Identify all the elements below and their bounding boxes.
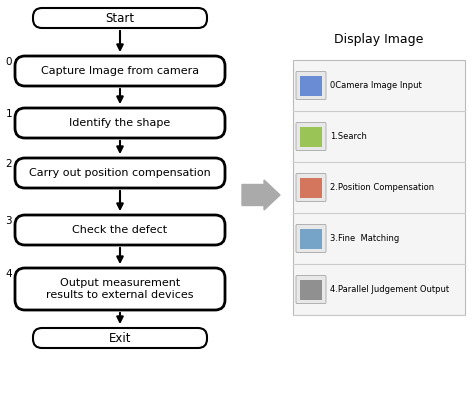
FancyBboxPatch shape [296, 71, 326, 100]
Text: Capture Image from camera: Capture Image from camera [41, 66, 199, 76]
FancyBboxPatch shape [296, 275, 326, 304]
FancyBboxPatch shape [15, 215, 225, 245]
Text: 0: 0 [6, 57, 12, 67]
Text: Exit: Exit [109, 332, 131, 344]
Bar [300, 228, 322, 249]
Text: 4: 4 [5, 269, 12, 279]
Text: Identify the shape: Identify the shape [69, 118, 171, 128]
Bar [300, 126, 322, 147]
Text: 2: 2 [5, 159, 12, 169]
Bar [300, 178, 322, 197]
FancyBboxPatch shape [15, 56, 225, 86]
Text: Carry out position compensation: Carry out position compensation [29, 168, 211, 178]
Text: 4.Parallel Judgement Output: 4.Parallel Judgement Output [330, 285, 449, 294]
Text: 1: 1 [5, 109, 12, 119]
FancyBboxPatch shape [15, 108, 225, 138]
Text: 2.Position Compensation: 2.Position Compensation [330, 183, 434, 192]
Bar [300, 76, 322, 95]
FancyBboxPatch shape [296, 173, 326, 202]
Text: 1.Search: 1.Search [330, 132, 367, 141]
Text: Start: Start [105, 12, 135, 24]
Text: 3: 3 [5, 216, 12, 226]
Bar [300, 280, 322, 299]
Polygon shape [242, 180, 280, 210]
FancyBboxPatch shape [296, 123, 326, 150]
FancyBboxPatch shape [33, 328, 207, 348]
Text: Display Image: Display Image [334, 33, 424, 46]
FancyBboxPatch shape [296, 225, 326, 252]
Text: Check the defect: Check the defect [73, 225, 168, 235]
FancyBboxPatch shape [15, 158, 225, 188]
Text: 3.Fine  Matching: 3.Fine Matching [330, 234, 399, 243]
FancyBboxPatch shape [15, 268, 225, 310]
Text: Output measurement
results to external devices: Output measurement results to external d… [46, 278, 194, 300]
Bar [293, 60, 465, 315]
Text: 0Camera Image Input: 0Camera Image Input [330, 81, 422, 90]
FancyBboxPatch shape [33, 8, 207, 28]
